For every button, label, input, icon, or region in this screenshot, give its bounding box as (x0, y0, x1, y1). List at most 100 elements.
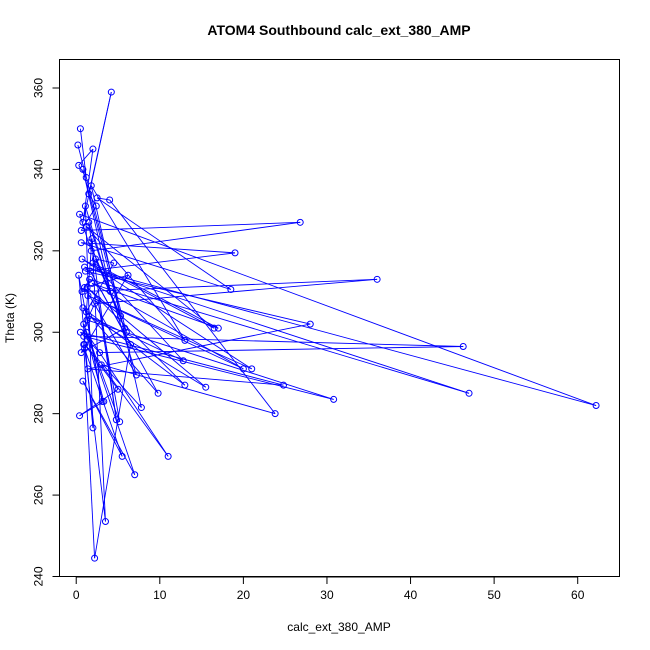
data-point (231, 249, 239, 257)
data-point (86, 239, 94, 247)
series-segment (79, 128, 87, 178)
series-segment (89, 242, 127, 333)
data-point (81, 345, 89, 353)
x-tick-label: 0 (73, 588, 80, 602)
series-segment (84, 205, 111, 292)
data-point (77, 349, 85, 357)
series-layer (74, 88, 600, 562)
series-segment (88, 315, 184, 362)
series-segment (86, 319, 334, 400)
data-point (101, 518, 109, 526)
data-point (592, 402, 600, 410)
series-segment (83, 335, 334, 400)
data-point (131, 471, 139, 479)
series-segment (90, 185, 186, 341)
series-segment (97, 299, 121, 422)
data-point (74, 141, 82, 149)
series-segment (81, 242, 236, 254)
y-tick-label: 300 (32, 322, 46, 342)
data-point (80, 320, 88, 328)
data-point (465, 389, 473, 397)
data-point (164, 452, 172, 460)
series-segment (80, 331, 284, 386)
data-point (110, 259, 118, 267)
series-segment (90, 185, 142, 408)
data-point (75, 271, 83, 279)
series-segment (78, 165, 87, 178)
y-tick-label: 280 (32, 403, 46, 423)
data-point (179, 357, 187, 365)
data-point (81, 202, 89, 210)
series-segment (82, 278, 378, 292)
data-point (107, 88, 115, 96)
data-point (93, 194, 101, 202)
data-point (137, 404, 145, 412)
data-point (459, 342, 467, 350)
data-point (75, 161, 83, 169)
y-tick-label: 340 (32, 159, 46, 179)
series-segment (109, 199, 276, 414)
series-segment (99, 346, 464, 354)
data-point (132, 371, 140, 379)
data-point (112, 416, 120, 424)
y-axis: 240 260 280 300 320 340 360 (32, 78, 60, 587)
series-segment (88, 91, 112, 194)
data-point (210, 324, 218, 332)
data-point (181, 336, 189, 344)
data-point (84, 292, 92, 300)
data-point (214, 324, 222, 332)
y-tick-label: 360 (32, 78, 46, 98)
series-segment (80, 275, 129, 353)
series-segment (79, 214, 92, 251)
data-point (83, 283, 91, 291)
data-point (122, 328, 130, 336)
data-point (124, 271, 132, 279)
data-point (89, 424, 97, 432)
y-tick-label: 240 (32, 566, 46, 586)
x-tick-label: 30 (320, 588, 334, 602)
data-point (97, 361, 105, 369)
series-segment (92, 262, 219, 329)
data-point (94, 296, 102, 304)
series-segment (79, 213, 597, 406)
x-tick-label: 10 (153, 588, 167, 602)
data-point (87, 182, 95, 190)
data-point (106, 196, 114, 204)
y-axis-label: Theta (K) (3, 293, 17, 343)
data-point (81, 263, 89, 271)
data-point (76, 125, 84, 133)
data-point (82, 174, 90, 182)
data-point (76, 210, 84, 218)
series-segment (85, 332, 169, 457)
data-point (296, 218, 304, 226)
series-segment (82, 169, 121, 317)
data-point (88, 279, 96, 287)
series-segment (82, 169, 111, 292)
data-point (239, 365, 247, 373)
data-point (98, 397, 106, 405)
data-point (117, 312, 125, 320)
data-point (96, 349, 104, 357)
series-segment (82, 307, 159, 394)
x-axis-label: calc_ext_380_AMP (287, 620, 390, 634)
data-point (79, 304, 87, 312)
x-tick-label: 60 (571, 588, 585, 602)
data-point (76, 412, 84, 420)
data-point (89, 145, 97, 153)
data-point (202, 383, 210, 391)
data-point (248, 365, 256, 373)
data-point (81, 267, 89, 275)
series-segment (84, 287, 137, 376)
data-point (280, 381, 287, 389)
series-segment (86, 287, 186, 386)
data-point (85, 218, 93, 226)
data-point (77, 226, 85, 234)
data-point (83, 316, 91, 324)
series-segment (85, 226, 215, 329)
data-point (82, 328, 90, 336)
data-point (106, 288, 114, 296)
data-point (86, 267, 94, 275)
data-point (78, 255, 86, 263)
series-segment (78, 275, 103, 402)
